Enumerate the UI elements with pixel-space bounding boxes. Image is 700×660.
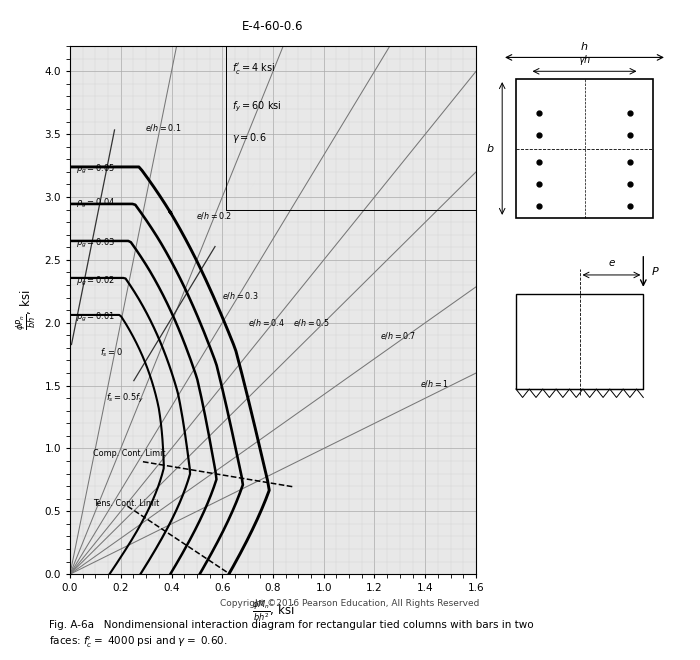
Text: $e$: $e$	[608, 257, 616, 267]
Text: $e/h = 0.2$: $e/h = 0.2$	[195, 211, 232, 221]
Text: $\rho_g = 0.03$: $\rho_g = 0.03$	[76, 237, 116, 250]
Text: $f^\prime_c = 4$ ksi: $f^\prime_c = 4$ ksi	[232, 61, 276, 77]
X-axis label: $\frac{\phi M_n}{bh^2}$, ksi: $\frac{\phi M_n}{bh^2}$, ksi	[252, 599, 294, 624]
Text: Tens. Cont. Limit: Tens. Cont. Limit	[93, 500, 159, 508]
Text: $\gamma h$: $\gamma h$	[578, 53, 591, 67]
Text: $e/h = 0.4$: $e/h = 0.4$	[248, 317, 284, 328]
Text: $e/h = 0.5$: $e/h = 0.5$	[293, 317, 330, 328]
Text: Fig. A-6a   Nondimensional interaction diagram for rectangular tied columns with: Fig. A-6a Nondimensional interaction dia…	[49, 620, 533, 630]
Text: $e/h = 1$: $e/h = 1$	[420, 378, 449, 389]
Text: $h$: $h$	[580, 40, 589, 53]
Text: faces: $f^\prime_c=$ 4000 psi and $\gamma=$ 0.60.: faces: $f^\prime_c=$ 4000 psi and $\gamm…	[49, 635, 228, 651]
Text: Copyright ©2016 Pearson Education, All Rights Reserved: Copyright ©2016 Pearson Education, All R…	[220, 599, 480, 608]
Text: $e/h = 0.3$: $e/h = 0.3$	[222, 290, 259, 300]
Text: $e/h = 0.1$: $e/h = 0.1$	[145, 122, 181, 133]
Text: $f_s = 0.5f_y$: $f_s = 0.5f_y$	[106, 392, 144, 405]
Bar	[516, 79, 653, 218]
Text: $\rho_g = 0.05$: $\rho_g = 0.05$	[76, 163, 116, 176]
Text: $\rho_g = 0.02$: $\rho_g = 0.02$	[76, 275, 116, 288]
Text: $\gamma = 0.6$: $\gamma = 0.6$	[232, 131, 267, 145]
Text: Comp. Cont. Limit: Comp. Cont. Limit	[93, 449, 165, 458]
Text: $f_s = 0$: $f_s = 0$	[101, 346, 124, 359]
Text: E-4-60-0.6: E-4-60-0.6	[242, 20, 304, 33]
Text: $e/h = 0.7$: $e/h = 0.7$	[379, 330, 416, 341]
Text: $P$: $P$	[651, 265, 660, 277]
Text: $f_y = 60$ ksi: $f_y = 60$ ksi	[232, 100, 282, 114]
Y-axis label: $\frac{\phi P_n}{bh}$, ksi: $\frac{\phi P_n}{bh}$, ksi	[14, 290, 38, 331]
Text: $b$: $b$	[486, 143, 495, 154]
Text: $\rho_g = 0.04$: $\rho_g = 0.04$	[76, 197, 116, 210]
Text: $\rho_g = 0.01$: $\rho_g = 0.01$	[76, 312, 116, 324]
Bar	[516, 294, 643, 389]
